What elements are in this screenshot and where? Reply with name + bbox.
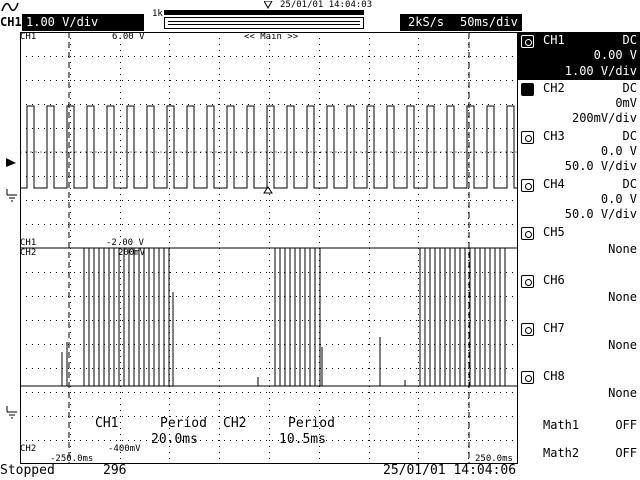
record-position-bar: [164, 10, 364, 15]
math1-name: Math1: [543, 418, 580, 432]
trigger-point-marker: [263, 186, 273, 194]
ch1-waveform-trace: [20, 105, 518, 189]
ch5-name: CH5: [543, 225, 565, 239]
ch2-ground-marker-icon[interactable]: [6, 405, 18, 419]
measure-ch2-value: 10.5ms: [279, 432, 326, 447]
measure-ch2-channel: CH2: [223, 416, 247, 431]
waveform-display[interactable]: CH1 6.00 V << Main >> CH1 -2.00 V CH2 20…: [20, 32, 518, 464]
channel-select-icon[interactable]: [521, 371, 534, 384]
ch2-offset: 0mV: [615, 96, 637, 110]
channel-select-icon[interactable]: [521, 35, 534, 48]
channel-select-icon[interactable]: [521, 83, 534, 96]
channel-select-icon[interactable]: [521, 323, 534, 336]
ch4-scale: 50.0 V/div: [564, 207, 637, 221]
measure-ch2-name: Period: [288, 416, 335, 431]
waveform-graticule: [20, 32, 518, 464]
ch7-name: CH7: [543, 321, 565, 335]
waveform-logo-icon: [1, 2, 19, 12]
ch2-bottom-level: -400mV: [108, 444, 141, 454]
current-datetime: 25/01/01 14:04:06: [383, 463, 517, 478]
measure-ch1-name: Period: [160, 416, 207, 431]
ch1-name: CH1: [543, 33, 565, 47]
ch1-coupling: DC: [622, 33, 637, 47]
ch8-state: None: [608, 386, 637, 400]
time-per-div: 50ms/div: [460, 15, 518, 29]
ch6-name: CH6: [543, 273, 565, 287]
ch6-state: None: [608, 290, 637, 304]
ch3-name: CH3: [543, 129, 565, 143]
ch2-scale: 200mV/div: [571, 111, 637, 125]
ch1-offset: 0.00 V: [593, 48, 637, 62]
ch2-name: CH2: [543, 81, 565, 95]
sidebar-ch4[interactable]: CH4 DC 0.0 V 50.0 V/div: [518, 176, 640, 224]
ch1-top-level: 6.00 V: [112, 32, 145, 42]
math1-state: OFF: [615, 418, 637, 432]
sidebar-ch2[interactable]: CH2 DC 0mV 200mV/div: [518, 80, 640, 128]
status-bar: Stopped 296 25/01/01 14:04:06: [0, 462, 640, 480]
channel-select-icon[interactable]: [521, 227, 534, 240]
channel-sidebar: CH1 DC 0.00 V 1.00 V/div CH2 DC 0mV 200m…: [518, 32, 640, 464]
ch2-top-level: 200mV: [118, 248, 146, 258]
active-scale-readout[interactable]: 1.00 V/div: [22, 14, 144, 31]
sidebar-ch7[interactable]: CH7 None: [518, 320, 640, 368]
ch1-trace-label: CH1: [20, 32, 37, 42]
sidebar-ch3[interactable]: CH3 DC 0.0 V 50.0 V/div: [518, 128, 640, 176]
sidebar-math2[interactable]: Math2 OFF: [518, 444, 640, 464]
math2-state: OFF: [615, 446, 637, 460]
ch1-bottom-level: -2.00 V: [106, 238, 144, 248]
time-start-label: -250.0ms: [50, 454, 94, 464]
main-zoom-label[interactable]: << Main >>: [244, 32, 299, 42]
record-window-outline[interactable]: [164, 17, 364, 29]
memory-length-label: 1k: [152, 9, 163, 19]
ch1-offset-marker-icon[interactable]: [6, 158, 18, 168]
ch2-waveform-trace: [20, 248, 518, 387]
ch1-scale: 1.00 V/div: [564, 64, 637, 78]
ch4-coupling: DC: [622, 177, 637, 191]
trigger-timestamp: 25/01/01 14:04:03: [280, 0, 373, 10]
ch4-offset: 0.0 V: [600, 192, 637, 206]
measure-ch1-channel: CH1: [95, 416, 119, 431]
measure-ch1-value: 20.0ms: [151, 432, 198, 447]
ch1-lower-label: CH1: [20, 238, 37, 248]
sidebar-ch1[interactable]: CH1 DC 0.00 V 1.00 V/div: [518, 32, 640, 80]
ch3-scale: 50.0 V/div: [564, 159, 637, 173]
sample-rate: 2kS/s: [408, 15, 445, 29]
ch2-coupling: DC: [622, 81, 637, 95]
ch5-state: None: [608, 242, 637, 256]
active-channel-label[interactable]: CH1: [0, 15, 22, 29]
ch2-bottom-label: CH2: [20, 444, 37, 454]
sidebar-ch6[interactable]: CH6 None: [518, 272, 640, 320]
sidebar-math1[interactable]: Math1 OFF: [518, 416, 640, 438]
acquisition-count: 296: [103, 463, 127, 478]
channel-select-icon[interactable]: [521, 131, 534, 144]
ch3-offset: 0.0 V: [600, 144, 637, 158]
ch7-state: None: [608, 338, 637, 352]
top-bar: CH1 1.00 V/div 1k 25/01/01 14:04:03 2kS/…: [0, 0, 640, 32]
ch8-name: CH8: [543, 369, 565, 383]
acquisition-state: Stopped: [0, 463, 55, 478]
time-end-label: 250.0ms: [475, 454, 513, 464]
math2-name: Math2: [543, 446, 580, 460]
ch2-trace-label: CH2: [20, 248, 37, 258]
ch3-coupling: DC: [622, 129, 637, 143]
channel-select-icon[interactable]: [521, 275, 534, 288]
sidebar-ch8[interactable]: CH8 None: [518, 368, 640, 416]
sidebar-ch5[interactable]: CH5 None: [518, 224, 640, 272]
ch1-ground-marker-icon[interactable]: [6, 188, 18, 202]
channel-select-icon[interactable]: [521, 179, 534, 192]
trigger-position-icon: [264, 1, 273, 9]
timebase-readout[interactable]: 2kS/s 50ms/div: [400, 14, 522, 31]
ch4-name: CH4: [543, 177, 565, 191]
